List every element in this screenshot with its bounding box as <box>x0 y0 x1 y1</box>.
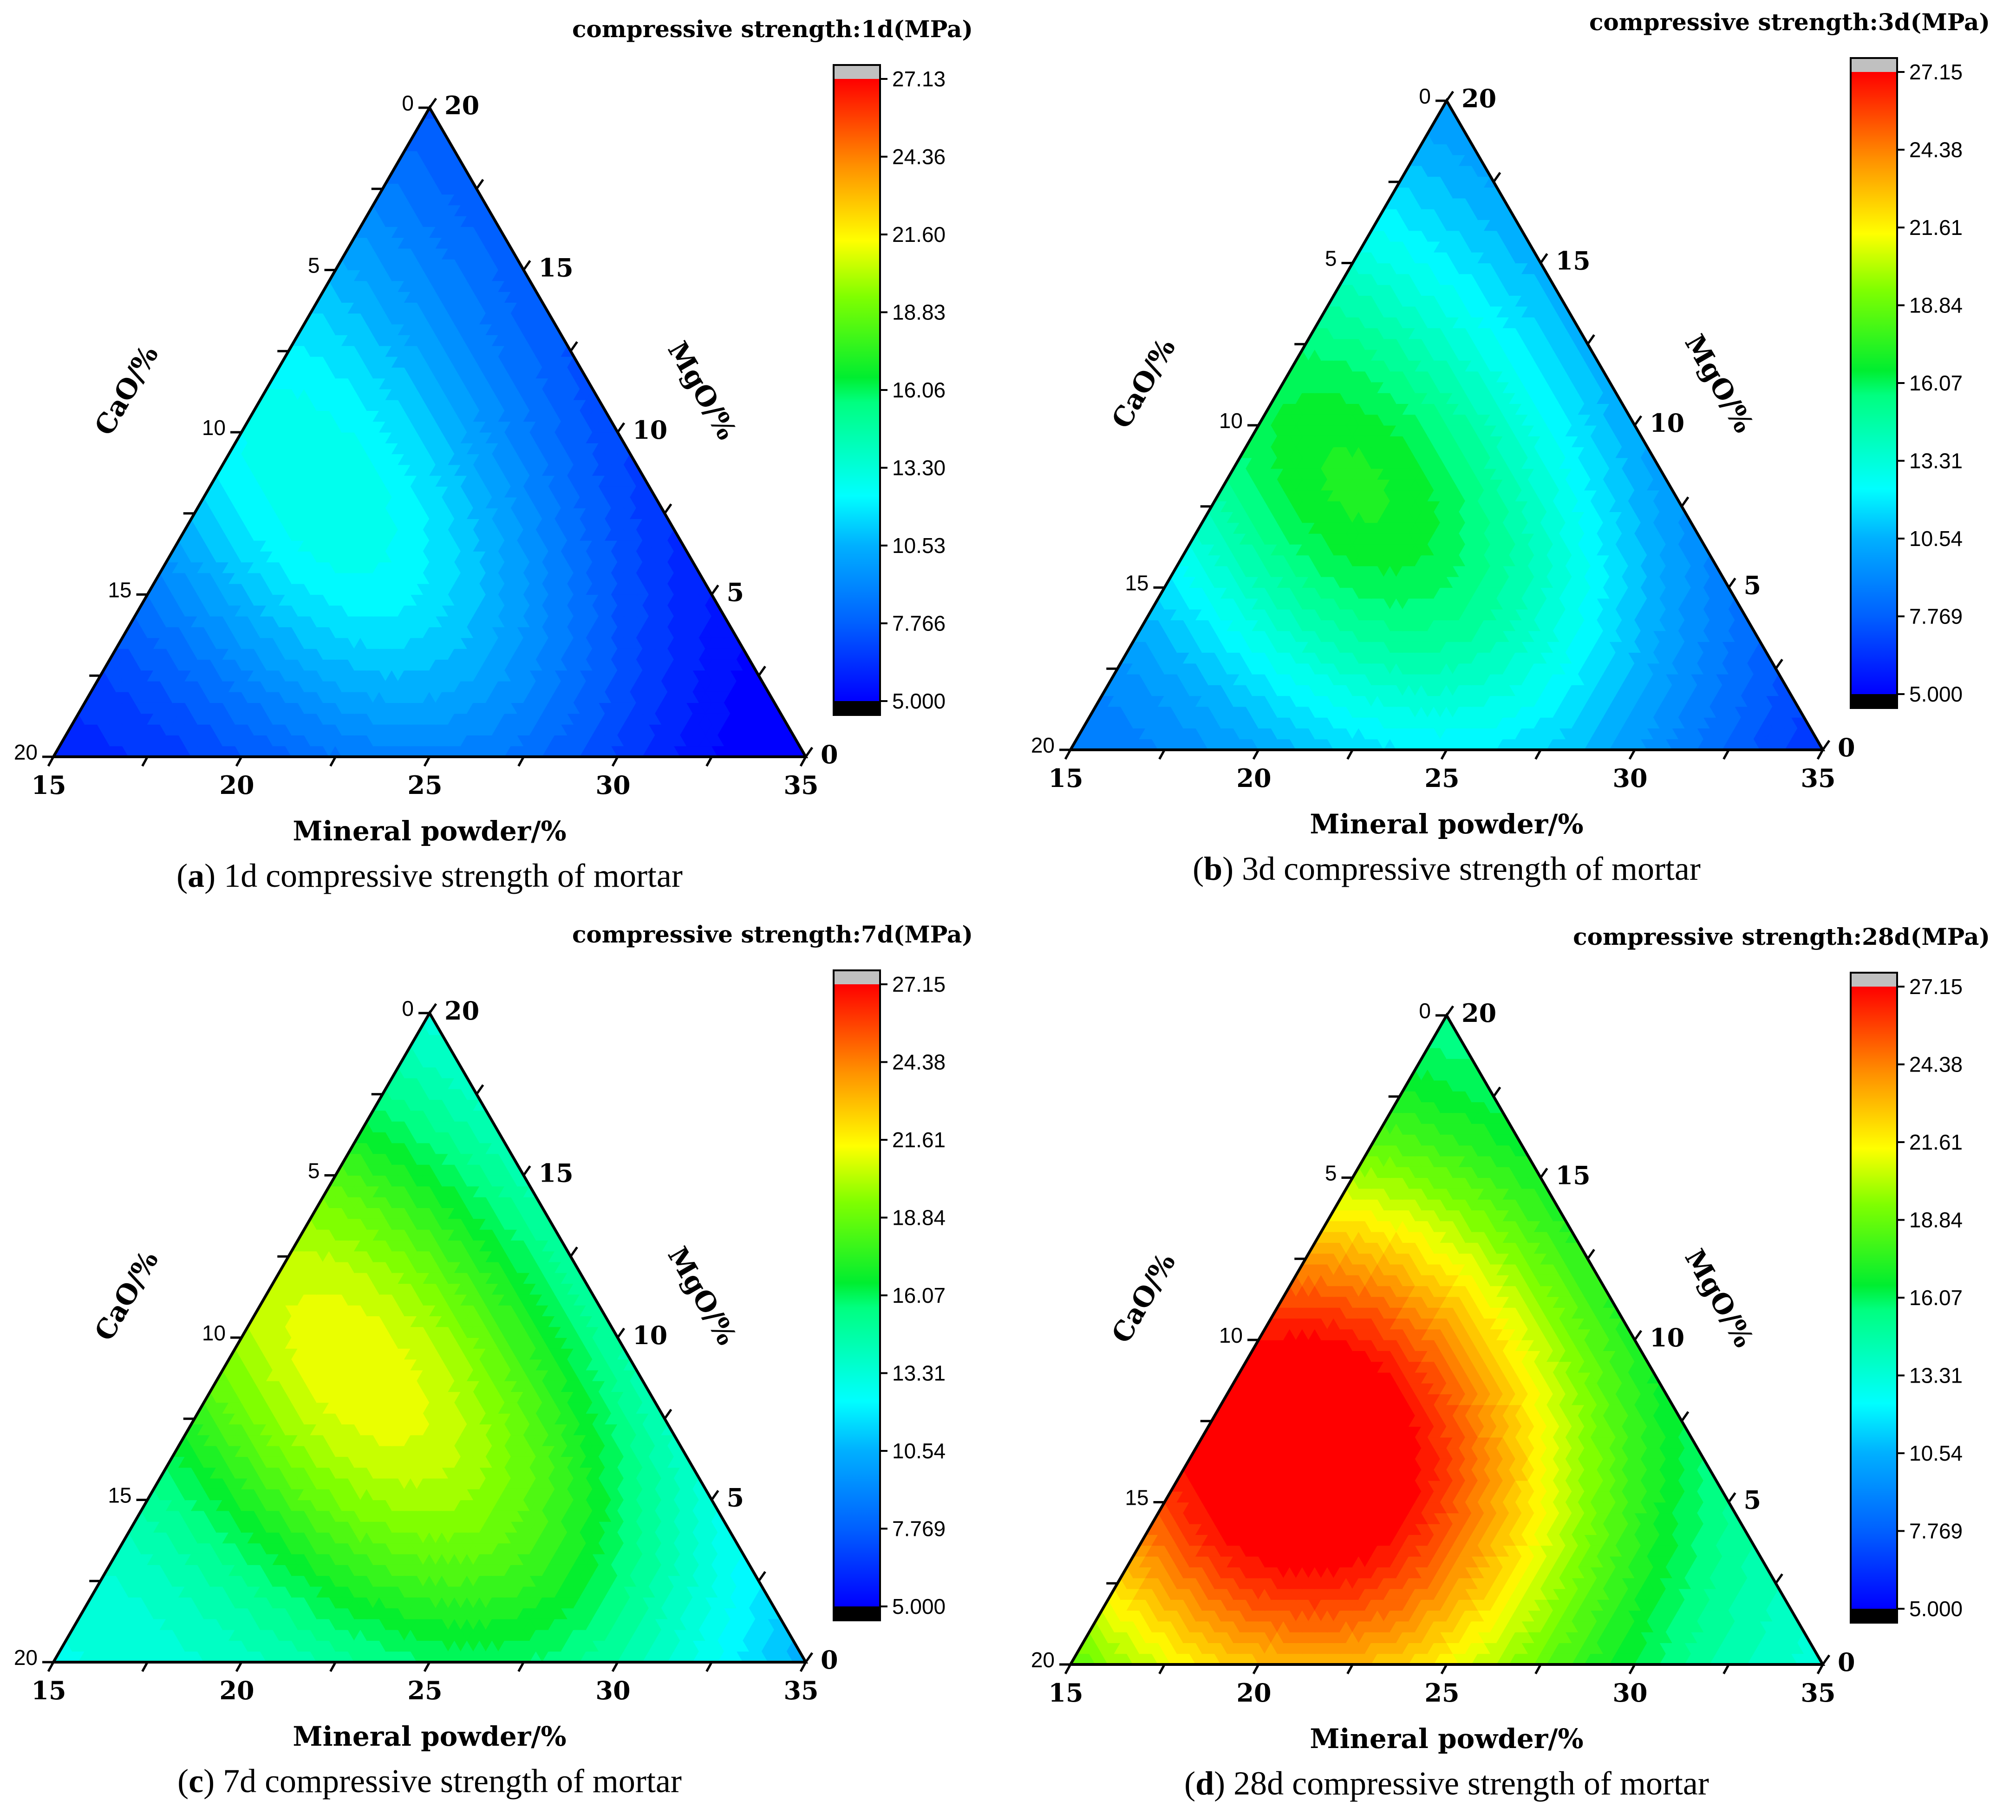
right-axis-tick <box>476 179 484 190</box>
right-axis-tick-label: 5 <box>727 578 744 607</box>
panel-label: a <box>188 857 204 894</box>
colorbar-tick-label: 24.36 <box>892 145 946 169</box>
colorbar-tick-label: 21.60 <box>892 222 946 247</box>
right-axis-tick <box>569 341 578 352</box>
bottom-axis-tick-label: 35 <box>783 770 818 800</box>
colorbar-under-swatch <box>834 701 880 715</box>
bottom-axis-tick-label: 30 <box>595 770 630 800</box>
right-axis-tick <box>664 503 672 514</box>
bottom-axis-tick-label: 20 <box>219 770 254 800</box>
right-axis-tick-label: 10 <box>633 415 667 445</box>
left-axis-tick-label: 20 <box>14 740 38 764</box>
bottom-axis-tick-label: 15 <box>31 770 66 800</box>
right-axis-tick <box>804 747 814 758</box>
panel-caption: (a) 1d compressive strength of mortar <box>176 857 683 894</box>
contour-field <box>52 107 807 758</box>
right-axis-tick <box>616 422 626 433</box>
contour-field <box>1070 100 1824 751</box>
colorbar-tick-label: 18.83 <box>892 300 946 325</box>
colorbar-title: compressive strength:1d(MPa) <box>572 15 973 43</box>
right-axis-tick-label: 0 <box>821 740 838 769</box>
bottom-axis-title: Mineral powder/% <box>293 815 566 847</box>
bottom-axis-tick <box>47 756 55 767</box>
colorbar-tick-label: 5.000 <box>892 689 946 713</box>
colorbar-tick-label: 13.30 <box>892 456 946 480</box>
left-axis-tick-label: 10 <box>202 416 226 440</box>
colorbar-tick-label: 7.766 <box>892 611 946 636</box>
right-axis-tick <box>757 665 766 676</box>
colorbar-gradient <box>834 79 880 701</box>
left-axis-tick-label: 15 <box>108 578 131 602</box>
left-axis-tick-label: 0 <box>402 91 414 115</box>
right-axis-title: MgO/% <box>661 336 743 445</box>
left-axis-title: CaO/% <box>88 340 164 441</box>
colorbar-over-swatch <box>834 65 880 79</box>
colorbar-tick-label: 27.13 <box>892 67 946 91</box>
right-axis-tick-label: 15 <box>539 253 574 283</box>
colorbar-tick-label: 10.53 <box>892 533 946 558</box>
right-axis-tick <box>428 98 437 109</box>
bottom-axis-tick-label: 25 <box>407 770 442 800</box>
left-axis-tick-label: 5 <box>308 254 320 278</box>
right-axis-tick <box>711 585 719 595</box>
right-axis-tick <box>522 260 531 271</box>
colorbar-tick-label: 16.06 <box>892 378 946 402</box>
right-axis-tick-label: 20 <box>444 91 479 120</box>
